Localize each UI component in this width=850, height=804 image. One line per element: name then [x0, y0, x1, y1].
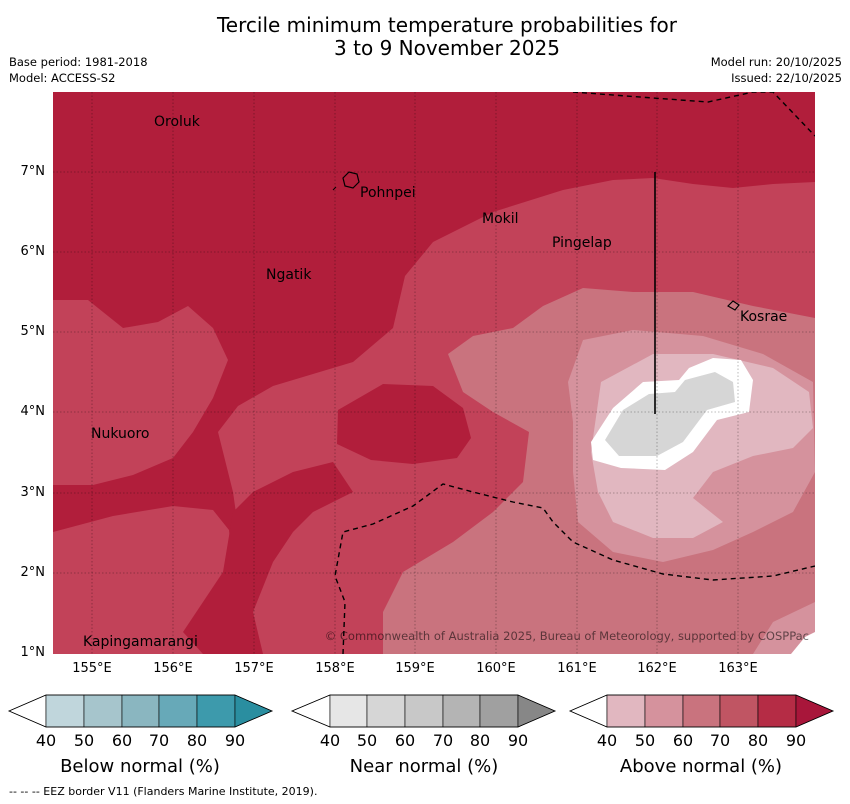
- lat-label: 2°N: [20, 565, 46, 580]
- cb-swatch: [196, 694, 236, 728]
- map-title: Tercile minimum temperature probabilitie…: [0, 14, 850, 60]
- lat-label: 4°N: [20, 404, 46, 419]
- cb-swatch: [404, 694, 444, 728]
- label-ngatik: Ngatik: [266, 267, 312, 283]
- colorbar-near: 40 50 60 70 80 90 Near normal (%): [290, 694, 557, 777]
- probability-map: Oroluk Pohnpei Mokil Pingelap Ngatik Kos…: [53, 92, 815, 654]
- cb-swatch: [479, 694, 519, 728]
- cb-tick: 70: [433, 731, 453, 750]
- label-mokil: Mokil: [482, 211, 519, 227]
- cb-swatch: [757, 694, 797, 728]
- cb-title-near: Near normal (%): [350, 756, 499, 777]
- cb-tick: 50: [635, 731, 655, 750]
- lat-label: 6°N: [20, 244, 46, 259]
- cb-tick: 90: [508, 731, 528, 750]
- label-oroluk: Oroluk: [154, 114, 201, 130]
- region-br-60-70: [753, 602, 815, 654]
- cb-swatch: [644, 694, 684, 728]
- cb-swatch: [8, 694, 47, 728]
- colorbars: 40 50 60 70 80 90 Below normal (%) 40 50…: [7, 694, 835, 777]
- cb-tick: 60: [673, 731, 693, 750]
- cb-swatch: [606, 694, 646, 728]
- cb-title-below: Below normal (%): [60, 756, 220, 777]
- cb-swatch: [83, 694, 123, 728]
- colorbar-below: 40 50 60 70 80 90 Below normal (%): [7, 694, 274, 777]
- region-near-50-60: [605, 372, 735, 456]
- cb-swatch: [517, 694, 556, 728]
- base-period: Base period: 1981-2018: [9, 55, 148, 69]
- lon-label: 161°E: [557, 661, 597, 676]
- cb-swatch: [366, 694, 406, 728]
- lat-label: 3°N: [20, 485, 46, 500]
- kosrae-island: [727, 300, 740, 311]
- meta-right: Model run: 20/10/2025 Issued: 22/10/2025: [711, 54, 842, 86]
- model-run: Model run: 20/10/2025: [710, 55, 842, 69]
- region-br-near: [791, 632, 815, 654]
- region-70-80: [53, 300, 228, 485]
- pohnpei-island: [342, 171, 360, 189]
- cb-swatch: [442, 694, 481, 728]
- lat-label: 5°N: [20, 324, 46, 339]
- region-80-90-pocket: [337, 384, 471, 464]
- lon-label: 157°E: [234, 661, 274, 676]
- lon-label: 156°E: [153, 661, 193, 676]
- label-kapingamarangi: Kapingamarangi: [83, 634, 198, 650]
- label-kosrae: Kosrae: [740, 309, 787, 325]
- cb-tick: 90: [225, 731, 245, 750]
- cb-tick: 80: [470, 731, 490, 750]
- issued-date: Issued: 22/10/2025: [731, 71, 842, 85]
- copyright: © Commonwealth of Australia 2025, Bureau…: [325, 629, 809, 643]
- lon-label: 158°E: [315, 661, 355, 676]
- cb-swatch: [329, 694, 368, 728]
- cb-tick: 50: [357, 731, 377, 750]
- cb-swatch: [45, 694, 85, 728]
- cb-swatch: [569, 694, 608, 728]
- eez-border: [334, 92, 815, 654]
- lat-label: 7°N: [20, 164, 46, 179]
- label-nukuoro: Nukuoro: [91, 426, 149, 442]
- cb-title-above: Above normal (%): [620, 756, 782, 777]
- cb-tick: 90: [786, 731, 806, 750]
- cb-swatch: [234, 694, 273, 728]
- meta-left: Base period: 1981-2018 Model: ACCESS-S2: [9, 54, 148, 86]
- lon-label: 163°E: [718, 661, 758, 676]
- cb-swatch: [795, 694, 834, 728]
- lon-label: 162°E: [637, 661, 677, 676]
- colorbar-above: 40 50 60 70 80 90 Above normal (%): [568, 694, 835, 777]
- graticule: [53, 92, 815, 654]
- lon-label: 155°E: [72, 661, 112, 676]
- title-line-1: Tercile minimum temperature probabilitie…: [216, 13, 678, 37]
- cb-tick: 50: [74, 731, 94, 750]
- lat-label: 1°N: [20, 645, 46, 660]
- cb-swatch: [682, 694, 721, 728]
- cb-tick: 80: [187, 731, 207, 750]
- islet-mark: [332, 186, 337, 191]
- cb-swatch: [719, 694, 759, 728]
- cb-tick: 80: [748, 731, 768, 750]
- label-pohnpei: Pohnpei: [360, 185, 416, 201]
- footnote: -- -- -- EEZ border V11 (Flanders Marine…: [9, 785, 318, 798]
- cb-tick: 40: [320, 731, 340, 750]
- region-80-90-left: [183, 462, 353, 654]
- cb-tick: 70: [149, 731, 169, 750]
- cb-swatch: [121, 694, 160, 728]
- cb-tick: 60: [395, 731, 415, 750]
- cb-tick: 70: [710, 731, 730, 750]
- cb-tick: 60: [112, 731, 132, 750]
- label-pingelap: Pingelap: [552, 235, 612, 251]
- model-name: Model: ACCESS-S2: [9, 71, 116, 85]
- cb-swatch: [291, 694, 331, 728]
- cb-tick: 40: [36, 731, 56, 750]
- lon-label: 159°E: [395, 661, 435, 676]
- cb-tick: 40: [597, 731, 617, 750]
- lon-label: 160°E: [476, 661, 516, 676]
- title-line-2: 3 to 9 November 2025: [334, 36, 560, 60]
- cb-swatch: [158, 694, 198, 728]
